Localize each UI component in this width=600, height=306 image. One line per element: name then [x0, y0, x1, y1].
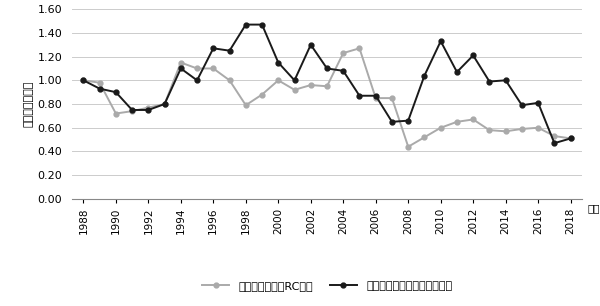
- 移住専用住宅（RC造）: [80, 78, 87, 82]
- 病院・診療所（全構造種別）: [242, 23, 250, 26]
- 病院・診療所（全構造種別）: [307, 43, 314, 47]
- Legend: 移住専用住宅（RC造）, 病院・診療所（全構造種別）: 移住専用住宅（RC造）, 病院・診療所（全構造種別）: [197, 277, 457, 296]
- 移住専用住宅（RC造）: [275, 78, 282, 82]
- 病院・診療所（全構造種別）: [145, 108, 152, 112]
- 病院・診療所（全構造種別）: [323, 67, 331, 70]
- Text: 年度: 年度: [587, 203, 599, 213]
- Y-axis label: 着工床面積比率: 着工床面積比率: [23, 81, 34, 127]
- 病院・診療所（全構造種別）: [567, 136, 574, 140]
- 移住専用住宅（RC造）: [96, 81, 103, 84]
- 移住専用住宅（RC造）: [470, 118, 477, 121]
- 移住専用住宅（RC造）: [340, 51, 347, 55]
- 病院・診療所（全構造種別）: [210, 47, 217, 50]
- 移住専用住宅（RC造）: [567, 136, 574, 140]
- 移住専用住宅（RC造）: [291, 88, 298, 91]
- 移住専用住宅（RC造）: [307, 83, 314, 87]
- 病院・診療所（全構造種別）: [80, 78, 87, 82]
- 病院・診療所（全構造種別）: [454, 70, 461, 74]
- 病院・診療所（全構造種別）: [112, 90, 119, 94]
- 病院・診療所（全構造種別）: [177, 67, 184, 70]
- 病院・診療所（全構造種別）: [372, 94, 379, 98]
- 移住専用住宅（RC造）: [323, 84, 331, 88]
- 病院・診療所（全構造種別）: [275, 61, 282, 64]
- 移住専用住宅（RC造）: [388, 96, 395, 100]
- 移住専用住宅（RC造）: [502, 129, 509, 133]
- 病院・診療所（全構造種別）: [193, 78, 200, 82]
- 移住専用住宅（RC造）: [145, 106, 152, 110]
- 移住専用住宅（RC造）: [193, 67, 200, 70]
- 移住専用住宅（RC造）: [535, 126, 542, 130]
- 病院・診療所（全構造種別）: [551, 141, 558, 145]
- 移住専用住宅（RC造）: [404, 145, 412, 149]
- 移住専用住宅（RC造）: [259, 93, 266, 96]
- 病院・診療所（全構造種別）: [518, 103, 526, 107]
- 病院・診療所（全構造種別）: [388, 120, 395, 124]
- 病院・診療所（全構造種別）: [340, 69, 347, 73]
- 移住専用住宅（RC造）: [356, 47, 363, 50]
- 病院・診療所（全構造種別）: [96, 87, 103, 91]
- 移住専用住宅（RC造）: [518, 127, 526, 131]
- 病院・診療所（全構造種別）: [356, 94, 363, 98]
- 移住専用住宅（RC造）: [372, 96, 379, 100]
- 移住専用住宅（RC造）: [161, 102, 168, 106]
- 病院・診療所（全構造種別）: [128, 108, 136, 112]
- 病院・診療所（全構造種別）: [535, 101, 542, 105]
- 移住専用住宅（RC造）: [226, 78, 233, 82]
- 移住専用住宅（RC造）: [454, 120, 461, 124]
- 病院・診療所（全構造種別）: [291, 78, 298, 82]
- 移住専用住宅（RC造）: [486, 128, 493, 132]
- 病院・診療所（全構造種別）: [470, 54, 477, 57]
- 移住専用住宅（RC造）: [551, 134, 558, 138]
- 病院・診療所（全構造種別）: [226, 49, 233, 53]
- 病院・診療所（全構造種別）: [404, 119, 412, 122]
- 病院・診療所（全構造種別）: [437, 39, 444, 43]
- 移住専用住宅（RC造）: [177, 61, 184, 64]
- Line: 移住専用住宅（RC造）: 移住専用住宅（RC造）: [81, 46, 573, 149]
- Line: 病院・診療所（全構造種別）: 病院・診療所（全構造種別）: [81, 22, 573, 146]
- 病院・診療所（全構造種別）: [486, 80, 493, 83]
- 病院・診療所（全構造種別）: [421, 74, 428, 77]
- 移住専用住宅（RC造）: [112, 112, 119, 115]
- 移住専用住宅（RC造）: [242, 103, 250, 107]
- 病院・診療所（全構造種別）: [161, 102, 168, 106]
- 移住専用住宅（RC造）: [437, 126, 444, 130]
- 病院・診療所（全構造種別）: [259, 23, 266, 26]
- 病院・診療所（全構造種別）: [502, 78, 509, 82]
- 移住専用住宅（RC造）: [421, 135, 428, 139]
- 移住専用住宅（RC造）: [210, 67, 217, 70]
- 移住専用住宅（RC造）: [128, 109, 136, 113]
